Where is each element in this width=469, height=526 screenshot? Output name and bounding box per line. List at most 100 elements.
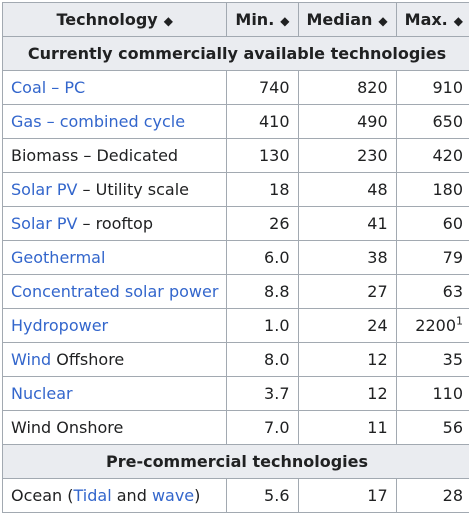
technology-link[interactable]: Hydropower	[11, 316, 109, 335]
column-header-label: Technology	[56, 10, 158, 29]
median-value-text: 24	[367, 316, 388, 335]
technology-link[interactable]: Geothermal	[11, 248, 106, 267]
max-value: 420	[395, 138, 469, 173]
min-value-text: 8.0	[264, 350, 290, 369]
column-header-min[interactable]: Min. ◆	[226, 2, 299, 37]
column-header-technology[interactable]: Technology ◆	[1, 2, 228, 37]
min-value: 8.8	[226, 274, 299, 309]
max-value: 650	[395, 104, 469, 139]
table-row: Gas – combined cycle 410 490 650	[1, 104, 469, 139]
max-value-text: 60	[442, 214, 463, 233]
sort-both-icon[interactable]: ◆	[280, 14, 290, 28]
min-value-text: 26	[269, 214, 290, 233]
technology-link[interactable]: Concentrated solar power	[11, 282, 219, 301]
technology-link[interactable]: Gas – combined cycle	[11, 112, 186, 131]
min-value-text: 18	[269, 180, 290, 199]
technology-cell: Hydropower	[1, 308, 228, 343]
column-header-label: Min.	[235, 10, 275, 29]
median-value: 48	[297, 172, 397, 207]
max-value-text: 2200	[415, 316, 456, 335]
max-value: 63	[395, 274, 469, 309]
median-value-text: 230	[357, 146, 388, 165]
max-value-text: 420	[432, 146, 463, 165]
max-value-text: 180	[432, 180, 463, 199]
technology-link[interactable]: Solar PV	[11, 214, 78, 233]
technology-link[interactable]: Wind	[11, 350, 52, 369]
technology-text: Wind Onshore	[11, 418, 124, 437]
max-value-text: 35	[442, 350, 463, 369]
table-row: Concentrated solar power 8.8 27 63	[1, 274, 469, 309]
median-value: 41	[297, 206, 397, 241]
max-value: 35	[395, 342, 469, 377]
median-value-text: 12	[367, 384, 388, 403]
technology-link[interactable]: Solar PV	[11, 180, 78, 199]
sort-both-icon[interactable]: ◆	[163, 14, 173, 28]
min-value: 7.0	[226, 410, 299, 445]
min-value-text: 1.0	[264, 316, 290, 335]
min-value: 740	[226, 70, 299, 105]
min-value-text: 740	[258, 78, 290, 97]
median-value-text: 48	[367, 180, 388, 199]
table-row: Ocean (Tidal and wave) 5.6 17 28	[1, 478, 469, 513]
technology-cell: Biomass – Dedicated	[1, 138, 228, 173]
column-header-label: Max.	[404, 10, 448, 29]
max-value: 79	[395, 240, 469, 275]
max-value: 60	[395, 206, 469, 241]
median-value: 490	[297, 104, 397, 139]
median-value: 230	[297, 138, 397, 173]
column-header-label: Median	[306, 10, 373, 29]
technology-cell: Geothermal	[1, 240, 228, 275]
min-value: 3.7	[226, 376, 299, 411]
median-value-text: 490	[357, 112, 388, 131]
min-value-text: 7.0	[264, 418, 290, 437]
table-row: Biomass – Dedicated 130 230 420	[1, 138, 469, 173]
table-row: Coal – PC 740 820 910	[1, 70, 469, 105]
max-value-text: 28	[442, 486, 463, 505]
table-row: Geothermal 6.0 38 79	[1, 240, 469, 275]
technology-text: Offshore	[51, 350, 125, 369]
median-value-text: 11	[367, 418, 388, 437]
section-heading-precommercial: Pre-commercial technologies	[2, 444, 469, 479]
table-row: Wind Offshore 8.0 12 35	[1, 342, 469, 377]
table-row: Hydropower 1.0 24 22001	[1, 308, 469, 343]
technology-link-tidal[interactable]: Tidal	[73, 486, 112, 505]
min-value: 26	[226, 206, 299, 241]
median-value: 12	[297, 376, 397, 411]
min-value-text: 410	[258, 112, 290, 131]
median-value-text: 12	[367, 350, 388, 369]
table-row: Solar PV – rooftop 26 41 60	[1, 206, 469, 241]
min-value: 410	[226, 104, 299, 139]
sort-both-icon[interactable]: ◆	[453, 14, 463, 28]
technology-cell: Wind Onshore	[1, 410, 228, 445]
min-value-text: 130	[258, 146, 290, 165]
median-value: 27	[297, 274, 397, 309]
header-row: Technology ◆ Min. ◆ Median ◆ Max. ◆	[1, 2, 469, 37]
max-value: 110	[395, 376, 469, 411]
column-header-max[interactable]: Max. ◆	[395, 2, 469, 37]
min-value-text: 8.8	[264, 282, 290, 301]
max-value-text: 63	[442, 282, 463, 301]
min-value: 6.0	[226, 240, 299, 275]
emissions-table: Technology ◆ Min. ◆ Median ◆ Max. ◆ Currentl…	[1, 2, 469, 513]
column-header-median[interactable]: Median ◆	[297, 2, 397, 37]
footnote-ref[interactable]: 1	[456, 314, 463, 328]
technology-link[interactable]: Nuclear	[11, 384, 73, 403]
table-row: Nuclear 3.7 12 110	[1, 376, 469, 411]
min-value: 8.0	[226, 342, 299, 377]
technology-text: Ocean (	[11, 486, 74, 505]
min-value-text: 6.0	[264, 248, 290, 267]
max-value-text: 56	[442, 418, 463, 437]
technology-text: – rooftop	[77, 214, 153, 233]
median-value: 24	[297, 308, 397, 343]
technology-text: Biomass – Dedicated	[11, 146, 179, 165]
median-value: 12	[297, 342, 397, 377]
max-value-text: 910	[432, 78, 463, 97]
min-value: 1.0	[226, 308, 299, 343]
median-value: 11	[297, 410, 397, 445]
section-heading-commercial: Currently commercially available technol…	[2, 36, 469, 71]
median-value-text: 27	[367, 282, 388, 301]
max-value: 22001	[395, 308, 469, 343]
technology-link-wave[interactable]: wave	[151, 486, 195, 505]
technology-link[interactable]: Coal – PC	[11, 78, 86, 97]
sort-both-icon[interactable]: ◆	[378, 14, 388, 28]
